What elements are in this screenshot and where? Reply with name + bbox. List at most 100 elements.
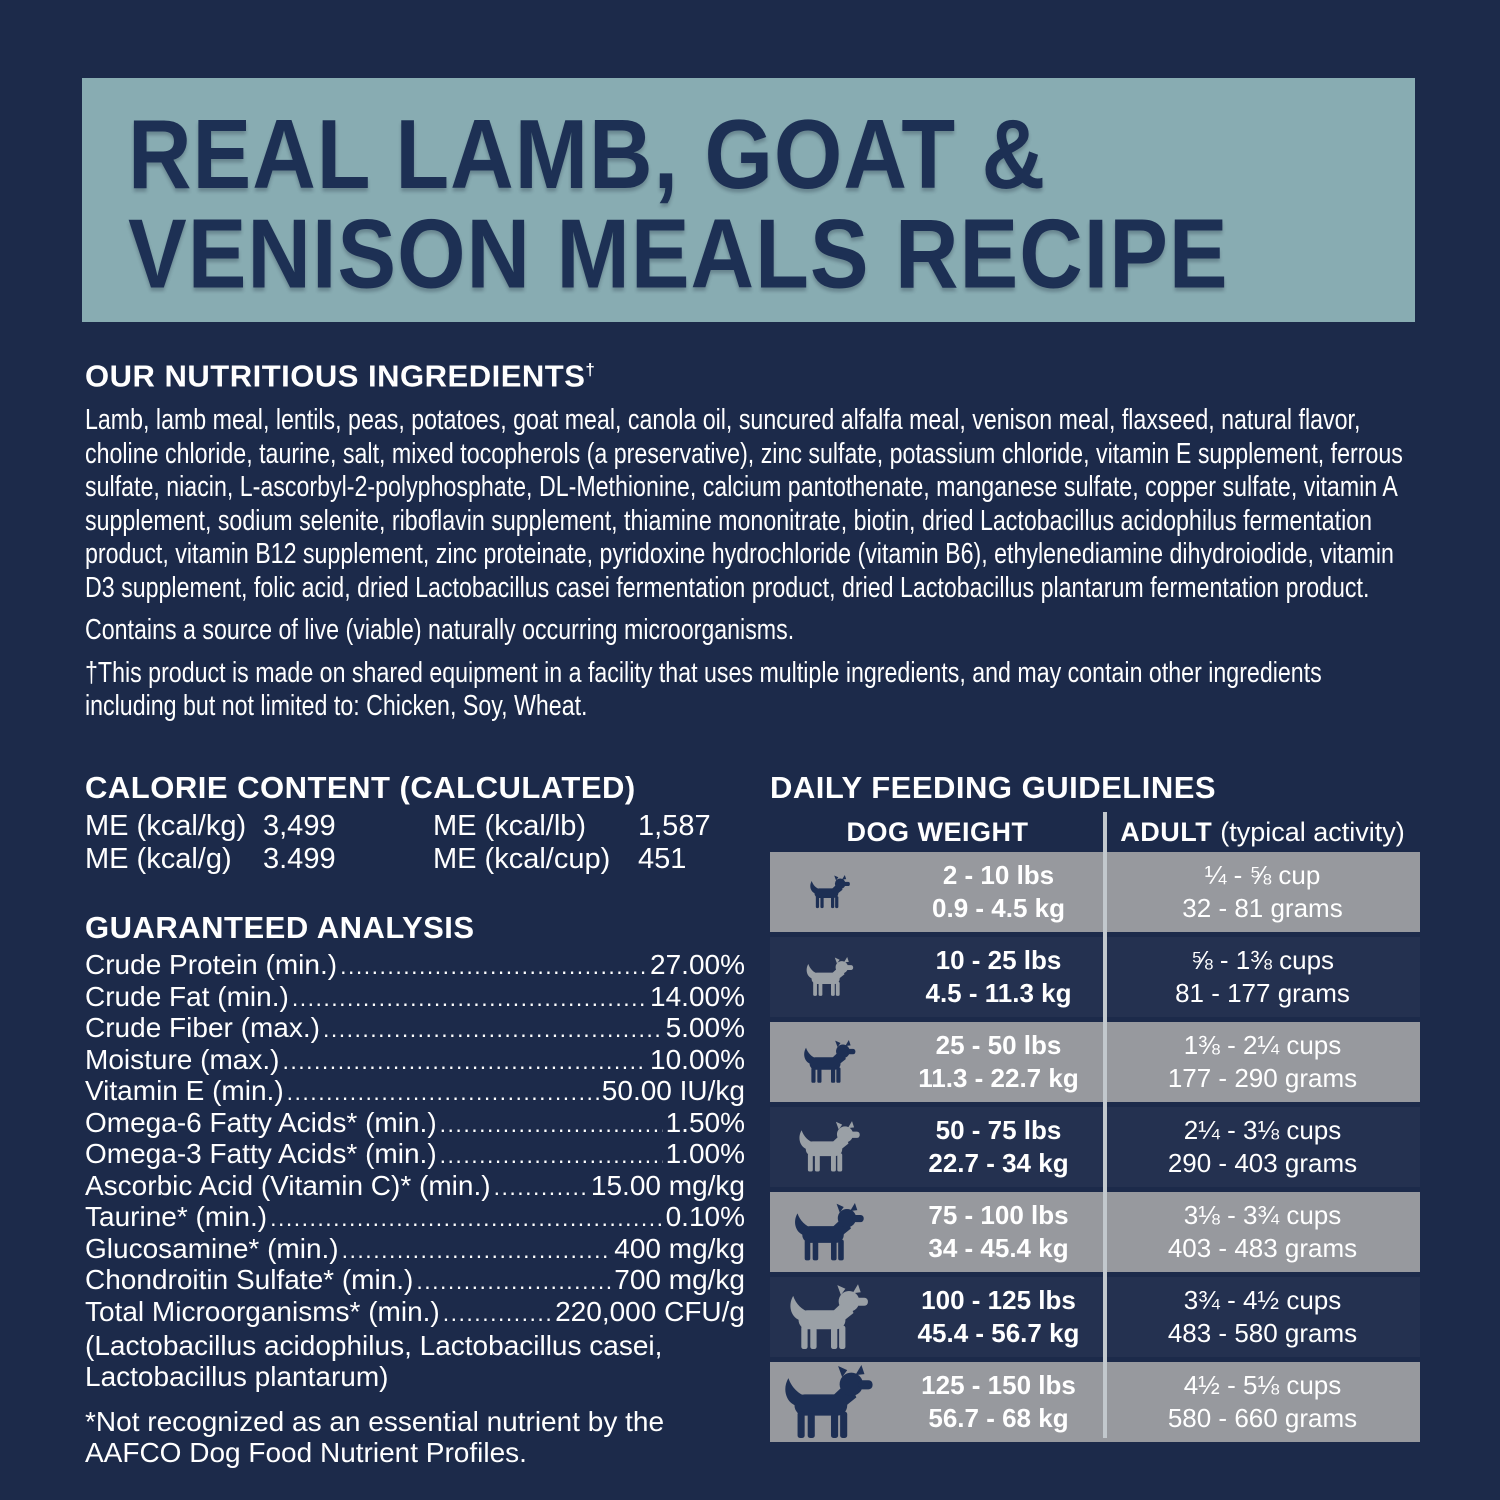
- amount-grams: 580 - 660 grams: [1167, 1403, 1358, 1433]
- feeding-row: 100 - 125 lbs 45.4 - 56.7 kg 3¾ - 4½ cup…: [770, 1277, 1420, 1357]
- dog-icon-cell: [770, 1040, 892, 1084]
- dot-leader: [494, 1171, 588, 1203]
- amount-grams: 483 - 580 grams: [1167, 1318, 1358, 1348]
- analysis-value: 0.10%: [665, 1201, 745, 1232]
- dot-leader: [440, 1108, 663, 1140]
- analysis-label: Total Microorganisms* (min.): [85, 1295, 440, 1327]
- analysis-label: Moisture (max.): [85, 1043, 280, 1075]
- analysis-row: Glucosamine* (min.) 400 mg/kg: [85, 1232, 745, 1266]
- feeding-row: 75 - 100 lbs 34 - 45.4 kg 3⅛ - 3¾ cups 4…: [770, 1192, 1420, 1272]
- dog-weight-cell: 125 - 150 lbs 56.7 - 68 kg: [892, 1369, 1105, 1435]
- analysis-value: 220,000 CFU/g: [555, 1295, 745, 1327]
- feeding-amount-cell: 1⅜ - 2¼ cups 177 - 290 grams: [1105, 1029, 1420, 1095]
- analysis-value: 50.00 IU/kg: [601, 1075, 745, 1106]
- weight-kg: 22.7 - 34 kg: [928, 1148, 1069, 1178]
- dot-leader: [416, 1265, 611, 1297]
- analysis-row: Ascorbic Acid (Vitamin C)* (min.) 15.00 …: [85, 1169, 745, 1203]
- weight-lbs: 50 - 75 lbs: [935, 1115, 1062, 1145]
- analysis-value: 1.00%: [665, 1138, 745, 1169]
- dog-icon-cell: [770, 1121, 892, 1173]
- adult-column-header: ADULT (typical activity): [1105, 817, 1420, 848]
- long-haired-chihuahua-icon: [804, 1040, 856, 1083]
- analysis-value: 10.00%: [650, 1043, 745, 1075]
- calorie-label: ME (kcal/g): [85, 843, 232, 875]
- weight-kg: 0.9 - 4.5 kg: [932, 893, 1065, 923]
- feeding-table: DOG WEIGHT ADULT (typical activity): [770, 812, 1420, 1442]
- weight-kg: 56.7 - 68 kg: [928, 1403, 1069, 1433]
- labrador-icon: [790, 1283, 868, 1349]
- analysis-value: 5.00%: [665, 1012, 745, 1043]
- dog-weight-cell: 25 - 50 lbs 11.3 - 22.7 kg: [892, 1029, 1105, 1095]
- analysis-value: 14.00%: [650, 980, 745, 1012]
- weight-lbs: 2 - 10 lbs: [942, 860, 1055, 890]
- feeding-row: 10 - 25 lbs 4.5 - 11.3 kg ⅝ - 1⅜ cups 81…: [770, 937, 1420, 1017]
- calorie-label: ME (kcal/lb): [433, 810, 587, 842]
- feeding-table-header: DOG WEIGHT ADULT (typical activity): [770, 812, 1420, 852]
- calorie-right-column: ME (kcal/lb) 1,587 ME (kcal/cup) 451: [433, 810, 711, 876]
- dog-icon-cell: [770, 1283, 892, 1351]
- dog-weight-cell: 75 - 100 lbs 34 - 45.4 kg: [892, 1199, 1105, 1265]
- calorie-entry: ME (kcal/cup) 451: [433, 843, 711, 876]
- dog-icon-cell: [770, 1364, 892, 1440]
- calorie-value: 3,499: [263, 810, 336, 842]
- analysis-label: Vitamin E (min.): [85, 1075, 284, 1106]
- analysis-value: 15.00 mg/kg: [590, 1169, 745, 1201]
- shared-equipment-note: †This product is made on shared equipmen…: [85, 656, 1322, 723]
- dog-icon-cell: [770, 1202, 892, 1262]
- dagger-mark: †: [585, 360, 596, 379]
- feeding-row: 25 - 50 lbs 11.3 - 22.7 kg 1⅜ - 2¼ cups …: [770, 1022, 1420, 1102]
- feeding-amount-cell: ⅝ - 1⅜ cups 81 - 177 grams: [1105, 944, 1420, 1010]
- newfoundland-icon: [785, 1364, 873, 1438]
- dog-icon-cell: [770, 957, 892, 997]
- amount-cups: ¼ - ⅝ cup: [1204, 860, 1321, 890]
- microorganisms-note: Contains a source of live (viable) natur…: [85, 614, 795, 647]
- analysis-label: Omega-6 Fatty Acids* (min.): [85, 1106, 437, 1138]
- guaranteed-analysis-list: Crude Protein (min.) 27.00% Crude Fat (m…: [85, 950, 745, 1328]
- feeding-amount-cell: 3⅛ - 3¾ cups 403 - 483 grams: [1105, 1199, 1420, 1265]
- chihuahua-icon: [810, 875, 850, 909]
- calorie-left-column: ME (kcal/kg) 3,499 ME (kcal/g) 3.499: [85, 810, 433, 876]
- amount-cups: ⅝ - 1⅜ cups: [1190, 945, 1335, 975]
- weight-lbs: 10 - 25 lbs: [935, 945, 1062, 975]
- feeding-amount-cell: 4½ - 5⅛ cups 580 - 660 grams: [1105, 1369, 1420, 1435]
- ingredients-text-block: Lamb, lamb meal, lentils, peas, potatoes…: [85, 404, 1415, 724]
- amount-grams: 32 - 81 grams: [1182, 893, 1343, 923]
- weight-kg: 34 - 45.4 kg: [928, 1233, 1069, 1263]
- analysis-label: Chondroitin Sulfate* (min.): [85, 1264, 414, 1295]
- great-dane-icon: [795, 1202, 864, 1260]
- analysis-row: Vitamin E (min.) 50.00 IU/kg: [85, 1076, 745, 1108]
- feeding-row: 50 - 75 lbs 22.7 - 34 kg 2¼ - 3⅛ cups 29…: [770, 1107, 1420, 1187]
- calorie-content-heading: CALORIE CONTENT (CALCULATED): [85, 770, 636, 805]
- calorie-entry: ME (kcal/lb) 1,587: [433, 810, 711, 843]
- amount-cups: 2¼ - 3⅛ cups: [1183, 1115, 1342, 1145]
- calorie-entry: ME (kcal/kg) 3,499: [85, 810, 433, 843]
- dot-leader: [270, 1202, 663, 1234]
- product-title-line2: VENISON MEALS RECIPE: [128, 198, 1229, 309]
- ingredients-heading: OUR NUTRITIOUS INGREDIENTS†: [85, 352, 1425, 394]
- analysis-value: 700 mg/kg: [614, 1264, 745, 1295]
- dot-leader: [443, 1297, 552, 1329]
- ingredients-list: Lamb, lamb meal, lentils, peas, potatoes…: [85, 404, 1403, 604]
- french-bulldog-icon: [806, 957, 854, 996]
- analysis-row: Crude Fiber (max.) 5.00%: [85, 1013, 745, 1045]
- analysis-label: Omega-3 Fatty Acids* (min.): [85, 1138, 437, 1169]
- feeding-row: 125 - 150 lbs 56.7 - 68 kg 4½ - 5⅛ cups …: [770, 1362, 1420, 1442]
- amount-grams: 81 - 177 grams: [1175, 978, 1350, 1008]
- analysis-row: Omega-3 Fatty Acids* (min.) 1.00%: [85, 1139, 745, 1171]
- amount-cups: 3¾ - 4½ cups: [1183, 1285, 1342, 1315]
- dot-leader: [323, 1013, 663, 1045]
- ingredients-heading-text: OUR NUTRITIOUS INGREDIENTS: [85, 358, 586, 394]
- analysis-value: 1.50%: [665, 1106, 745, 1138]
- dog-weight-cell: 50 - 75 lbs 22.7 - 34 kg: [892, 1114, 1105, 1180]
- amount-cups: 1⅜ - 2¼ cups: [1183, 1030, 1342, 1060]
- analysis-label: Glucosamine* (min.): [85, 1232, 339, 1264]
- pit-bull-icon: [799, 1121, 860, 1172]
- nutrition-column: CALORIE CONTENT (CALCULATED) ME (kcal/kg…: [85, 770, 745, 1468]
- feeding-rows: 2 - 10 lbs 0.9 - 4.5 kg ¼ - ⅝ cup 32 - 8…: [770, 852, 1420, 1442]
- calorie-value: 1,587: [638, 810, 711, 842]
- weight-lbs: 75 - 100 lbs: [928, 1200, 1069, 1230]
- dog-icon-cell: [770, 875, 892, 909]
- product-title-line1: REAL LAMB, GOAT &: [128, 98, 1047, 210]
- analysis-row: Taurine* (min.) 0.10%: [85, 1202, 745, 1234]
